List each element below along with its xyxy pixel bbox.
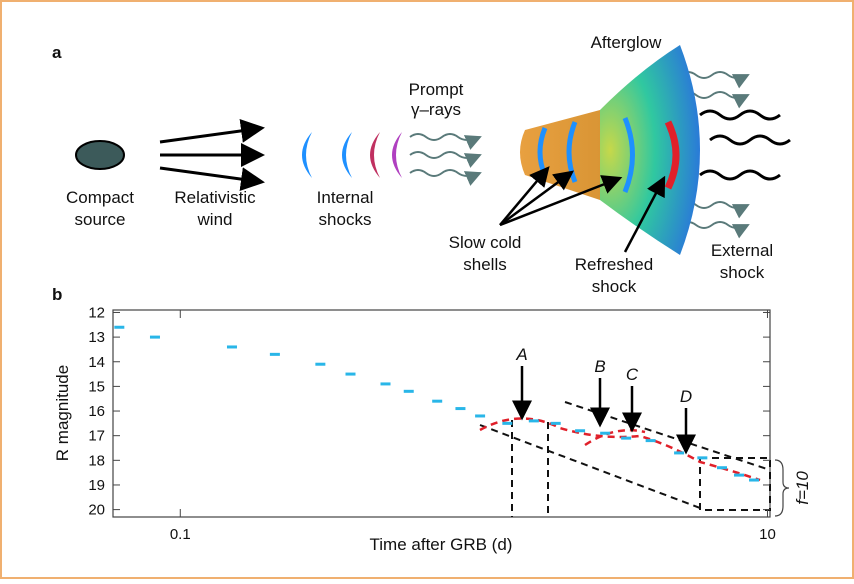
brace xyxy=(775,460,789,516)
y-tick-label: 17 xyxy=(88,428,105,445)
plot-frame xyxy=(113,310,770,517)
label-line: Relativistic xyxy=(174,188,256,207)
data-point xyxy=(551,422,561,425)
data-point xyxy=(380,382,390,385)
data-point xyxy=(646,439,656,442)
y-tick-label: 14 xyxy=(88,354,105,371)
label-line: shells xyxy=(463,255,506,274)
data-point xyxy=(455,407,465,410)
label: Refreshed shock xyxy=(575,255,653,296)
x-axis-label: Time after GRB (d) xyxy=(370,535,513,554)
label-line: Internal xyxy=(317,188,374,207)
data-point xyxy=(475,414,485,417)
y-tick-label: 16 xyxy=(88,403,105,420)
data-point xyxy=(502,422,512,425)
data-point xyxy=(734,474,744,477)
data-point xyxy=(717,466,727,469)
label: Internal shocks xyxy=(317,188,374,229)
label-line: Compact xyxy=(66,188,134,207)
label-line: γ–rays xyxy=(411,100,461,119)
label-line: shock xyxy=(720,263,765,282)
data-point xyxy=(346,373,356,376)
shells xyxy=(302,132,402,178)
label-line: wind xyxy=(197,210,233,229)
data-point xyxy=(315,363,325,366)
y-tick-label: 13 xyxy=(88,329,105,346)
label: Compact source xyxy=(66,188,134,229)
source xyxy=(76,141,124,169)
data-point xyxy=(674,451,684,454)
y-tick-label: 20 xyxy=(88,502,105,519)
annotation: f=10 xyxy=(793,471,812,505)
label-line: shocks xyxy=(319,210,372,229)
label-line: External xyxy=(711,241,773,260)
panel-label: a xyxy=(52,43,62,62)
data-point xyxy=(600,432,610,435)
label-line: source xyxy=(74,210,125,229)
data-point xyxy=(150,336,160,339)
annotation: B xyxy=(594,357,605,376)
annotation: D xyxy=(680,387,692,406)
label: Afterglow xyxy=(591,33,663,52)
label-line: Prompt xyxy=(409,80,464,99)
data-point xyxy=(621,437,631,440)
data-point xyxy=(697,456,707,459)
label: Slow cold shells xyxy=(449,233,522,274)
label-line: Slow cold xyxy=(449,233,522,252)
data-point xyxy=(270,353,280,356)
data-point xyxy=(575,429,585,432)
y-tick-label: 15 xyxy=(88,378,105,395)
label: External shock xyxy=(711,241,773,282)
x-tick-label: 0.1 xyxy=(170,526,191,543)
panel-label: b xyxy=(52,285,62,304)
label-line: Refreshed xyxy=(575,255,653,274)
annotation: C xyxy=(626,365,639,384)
model-curves xyxy=(480,418,760,480)
label: Relativistic wind xyxy=(174,188,256,229)
data-point xyxy=(749,479,759,482)
y-tick-label: 19 xyxy=(88,477,105,494)
x-tick-label: 10 xyxy=(759,526,776,543)
afterglow-fan xyxy=(600,45,700,255)
data-point xyxy=(432,400,442,403)
y-tick-label: 18 xyxy=(88,452,105,469)
y-tick-label: 12 xyxy=(88,304,105,321)
afterglow-waves xyxy=(700,111,790,179)
label-line: shock xyxy=(592,277,637,296)
data-point xyxy=(404,390,414,393)
y-axis-label: R magnitude xyxy=(53,365,72,461)
data-point xyxy=(529,419,539,422)
figure: a Compact source Relativistic wind Interna… xyxy=(0,0,854,579)
data-point xyxy=(114,326,124,329)
annotation: A xyxy=(515,345,527,364)
wind-arrows xyxy=(160,128,262,182)
data-point xyxy=(227,345,237,348)
model-lines xyxy=(480,402,770,517)
